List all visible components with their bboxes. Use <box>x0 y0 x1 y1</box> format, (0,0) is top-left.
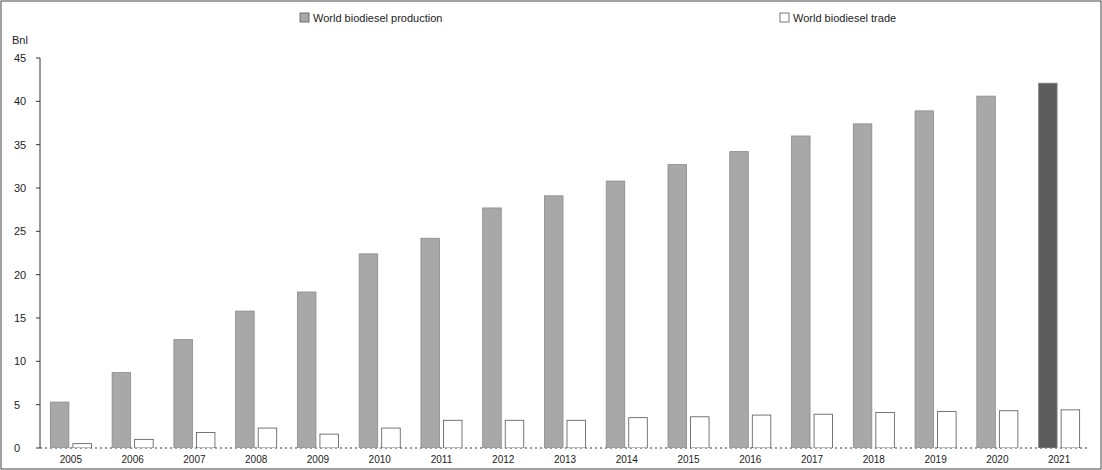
bar <box>938 412 957 448</box>
y-tick <box>36 318 40 319</box>
bars <box>50 83 1079 448</box>
bar <box>876 412 895 448</box>
y-tick-label: 45 <box>14 52 26 64</box>
x-tick-label: 2011 <box>431 454 453 465</box>
x-tick-label: 2017 <box>801 454 824 465</box>
y-tick-label: 20 <box>14 269 26 281</box>
bar <box>382 428 401 448</box>
y-tick-label: 25 <box>14 225 26 237</box>
bar <box>1061 410 1080 448</box>
x-tick-label: 2019 <box>924 454 947 465</box>
bar <box>1039 83 1058 448</box>
bar <box>297 292 316 448</box>
bar <box>752 415 771 448</box>
x-tick-label: 2018 <box>863 454 886 465</box>
y-tick-label: 5 <box>14 399 20 411</box>
bar <box>258 428 277 448</box>
x-tick-label: 2014 <box>616 454 639 465</box>
bar <box>135 439 154 448</box>
bar <box>977 96 996 448</box>
bar <box>853 124 872 448</box>
bar <box>359 254 378 448</box>
legend-swatch <box>780 13 789 22</box>
chart: Bnl 0 5 10 15 20 25 30 35 40 45 2005 2006 2007 2008 200… <box>0 0 1102 470</box>
x-tick-label: 2006 <box>122 454 145 465</box>
bar <box>50 402 69 448</box>
axis-title: Bnl <box>12 34 28 46</box>
x-tick-label: 2020 <box>986 454 1009 465</box>
x-tick-label: 2021 <box>1048 454 1071 465</box>
y-tick <box>36 274 40 275</box>
x-tick-label: 2007 <box>183 454 206 465</box>
x-tick-label: 2008 <box>245 454 268 465</box>
bar <box>421 238 440 448</box>
bar <box>320 434 339 448</box>
x-tick-label: 2015 <box>677 454 700 465</box>
x-tick-label: 2016 <box>739 454 762 465</box>
y-tick <box>36 231 40 232</box>
y-tick <box>36 58 40 59</box>
y-tick <box>36 404 40 405</box>
bar <box>629 418 648 448</box>
y-tick <box>36 361 40 362</box>
bar <box>999 411 1018 448</box>
y-tick-label: 40 <box>14 95 26 107</box>
y-tick <box>36 101 40 102</box>
y-tick-label: 15 <box>14 312 26 324</box>
x-tick-label: 2013 <box>554 454 577 465</box>
y-tick <box>36 144 40 145</box>
bar <box>567 420 586 448</box>
bar <box>915 111 934 448</box>
bar <box>792 136 811 448</box>
x-tick-label: 2009 <box>307 454 330 465</box>
y-tick-label: 10 <box>14 355 26 367</box>
bar <box>443 420 462 448</box>
y-axis <box>40 58 41 448</box>
y-tick-label: 30 <box>14 182 26 194</box>
y-tick-label: 0 <box>14 442 20 454</box>
bar <box>505 420 524 448</box>
x-tick-label: 2012 <box>492 454 515 465</box>
legend-label: World biodiesel trade <box>793 12 896 24</box>
x-tick-label: 2005 <box>60 454 83 465</box>
y-tick <box>36 448 40 449</box>
bar <box>174 340 193 448</box>
y-tick <box>36 188 40 189</box>
bar <box>668 165 687 448</box>
bar <box>483 208 502 448</box>
bar <box>73 444 92 448</box>
y-tick-label: 35 <box>14 139 26 151</box>
bar <box>814 414 833 448</box>
bar <box>236 311 255 448</box>
frame <box>1 1 1101 469</box>
bar <box>112 373 131 448</box>
legend-label: World biodiesel production <box>313 12 442 24</box>
bar <box>196 432 215 448</box>
bar <box>544 196 563 448</box>
bar <box>730 152 749 448</box>
bar <box>691 417 710 448</box>
bar <box>606 181 625 448</box>
x-tick-label: 2010 <box>369 454 392 465</box>
legend-swatch <box>300 13 309 22</box>
